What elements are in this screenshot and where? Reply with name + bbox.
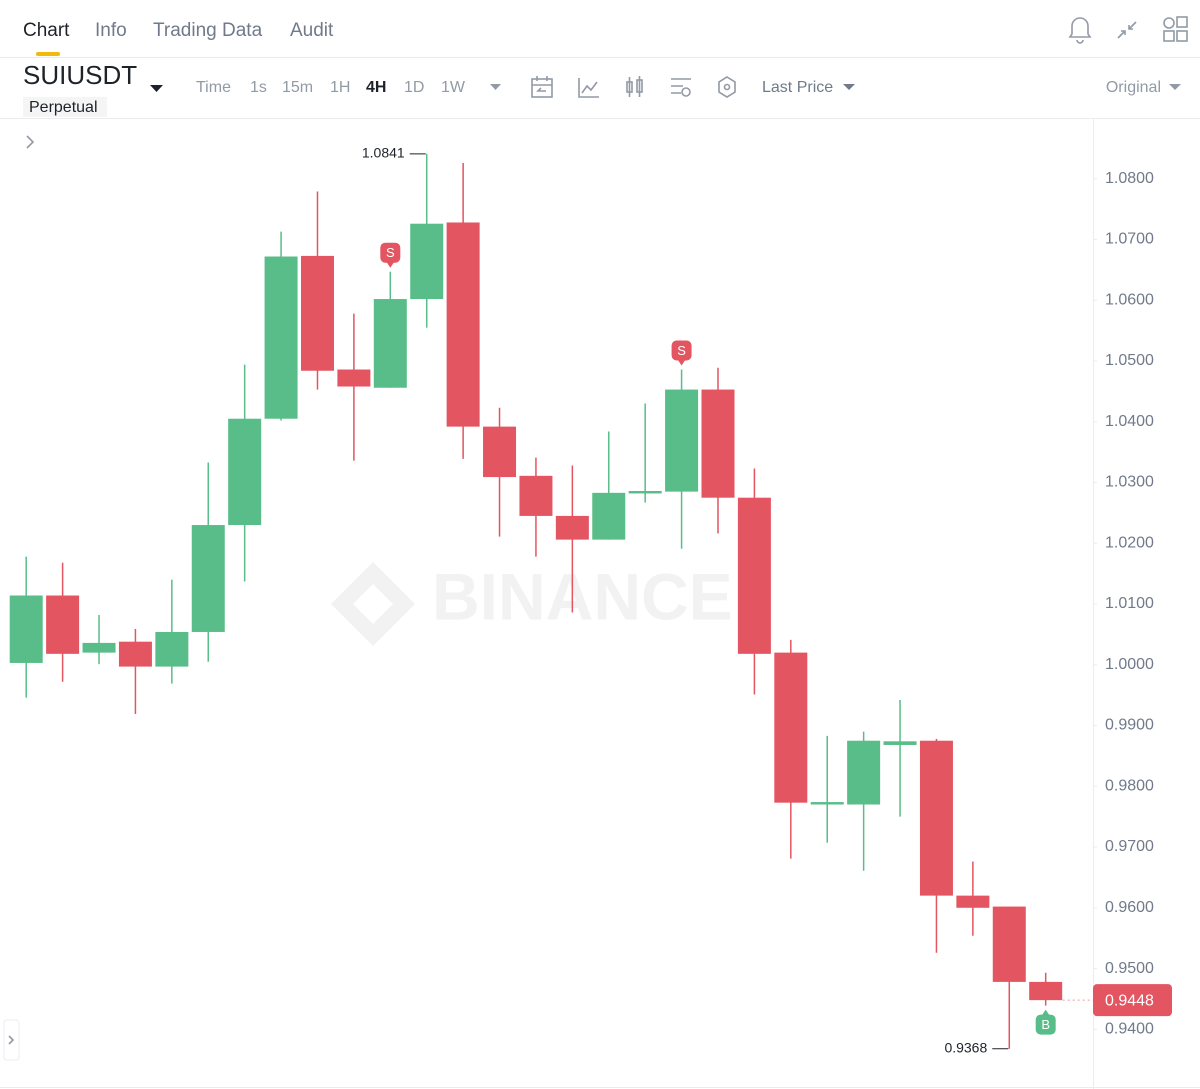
side-toggle-arrow [8, 1035, 15, 1045]
signal-marker: B [1035, 1009, 1056, 1035]
price-type-dropdown[interactable] [843, 84, 855, 90]
candle-body [155, 631, 189, 667]
tab[interactable]: Chart [23, 20, 70, 41]
interval[interactable]: 4H [366, 79, 386, 96]
contract-type: Perpetual [29, 99, 98, 116]
candle-body [191, 525, 225, 632]
candle-body [337, 369, 371, 387]
candle-body [628, 491, 662, 494]
signal-badge [1035, 1014, 1056, 1035]
signal-label: S [677, 343, 686, 358]
indicator-icon[interactable] [578, 78, 599, 98]
candle-body [46, 595, 80, 654]
y-tick-label: 0.9900 [1105, 717, 1154, 734]
watermark-text: BINANCE [432, 559, 733, 633]
tab[interactable]: Trading Data [153, 20, 263, 41]
candle-body [810, 802, 844, 805]
tab[interactable]: Info [95, 20, 127, 41]
view-dropdown[interactable] [1169, 84, 1181, 90]
candle-body [847, 740, 881, 805]
bell-icon[interactable] [1068, 17, 1092, 44]
candle-body [373, 299, 407, 388]
signal-badge [671, 340, 692, 361]
layout-icon[interactable] [1163, 16, 1188, 42]
candle-body [9, 595, 43, 663]
symbol[interactable]: SUIUSDT [23, 60, 137, 90]
interval-dropdown[interactable] [490, 84, 501, 90]
candle-body [118, 641, 152, 667]
last-price-label: 0.9448 [1105, 992, 1154, 1009]
signal-pointer [386, 261, 395, 268]
y-tick-label: 0.9800 [1105, 777, 1154, 794]
y-tick-label: 1.0700 [1105, 231, 1154, 248]
y-tick-label: 1.0100 [1105, 595, 1154, 612]
min-price-label: 0.9368 [944, 1039, 987, 1055]
candle-body [737, 497, 771, 654]
interval[interactable]: 1D [404, 79, 424, 96]
candle-body [992, 906, 1026, 982]
interval[interactable]: Time [196, 79, 231, 96]
interval[interactable]: 15m [282, 79, 313, 96]
tab[interactable]: Audit [290, 20, 334, 41]
candle-body [919, 740, 953, 896]
y-tick-label: 0.9500 [1105, 960, 1154, 977]
candle-body [592, 492, 626, 540]
watermark: BINANCE [331, 559, 733, 646]
candle-body [410, 223, 444, 300]
y-tick-label: 1.0000 [1105, 656, 1154, 673]
y-tick-label: 0.9700 [1105, 838, 1154, 855]
expand-indicators[interactable] [26, 135, 35, 149]
y-tick-label: 1.0500 [1105, 352, 1154, 369]
settings-icon[interactable] [671, 78, 691, 97]
candle-body [519, 475, 553, 516]
signal-pointer [1041, 1009, 1050, 1016]
signal-badge [380, 242, 401, 263]
signal-pointer [677, 359, 686, 366]
y-tick-label: 1.0600 [1105, 291, 1154, 308]
collapse-icon[interactable] [1117, 21, 1137, 39]
price-type[interactable]: Last Price [762, 79, 833, 96]
candle-body [446, 222, 480, 427]
date-icon[interactable] [531, 76, 553, 98]
interval[interactable]: 1W [441, 79, 466, 96]
symbol-dropdown[interactable] [150, 85, 163, 92]
y-tick-label: 1.0300 [1105, 474, 1154, 491]
candle-body [1029, 981, 1063, 1001]
interval[interactable]: 1s [250, 79, 267, 96]
contract-badge [23, 97, 107, 117]
signal-marker: S [380, 242, 401, 268]
candle-body [264, 256, 298, 419]
candle-body [82, 642, 116, 653]
last-price-tag [1093, 984, 1172, 1017]
candle-body [774, 652, 808, 803]
y-tick-label: 0.9400 [1105, 1021, 1154, 1038]
plot-area: 1.0800 1.0700 1.0600 1.0500 1.0400 1.0300 1.02… [9, 145, 1172, 1055]
view-mode[interactable]: Original [1106, 79, 1161, 96]
active-tab-indicator [36, 52, 60, 56]
candle-body [665, 389, 699, 492]
candle-body [555, 515, 589, 540]
interval[interactable]: 1H [330, 79, 350, 96]
y-tick-label: 1.0800 [1105, 170, 1154, 187]
candle-body [956, 895, 990, 908]
signal-label: B [1041, 1017, 1050, 1032]
side-toggle[interactable] [3, 1019, 20, 1061]
candle-body [701, 389, 735, 498]
y-tick-label: 0.9600 [1105, 899, 1154, 916]
candle-body [300, 255, 334, 371]
signal-label: S [386, 245, 395, 260]
y-tick-label: 1.0400 [1105, 413, 1154, 430]
y-tick-label: 1.0200 [1105, 534, 1154, 551]
candle-body [883, 741, 917, 745]
candle-body [228, 418, 262, 526]
signal-marker: S [671, 340, 692, 366]
chart-type-icon[interactable] [626, 76, 643, 97]
depth-icon[interactable] [718, 76, 736, 98]
max-price-label: 1.0841 [362, 145, 405, 161]
candle-body [483, 426, 517, 478]
